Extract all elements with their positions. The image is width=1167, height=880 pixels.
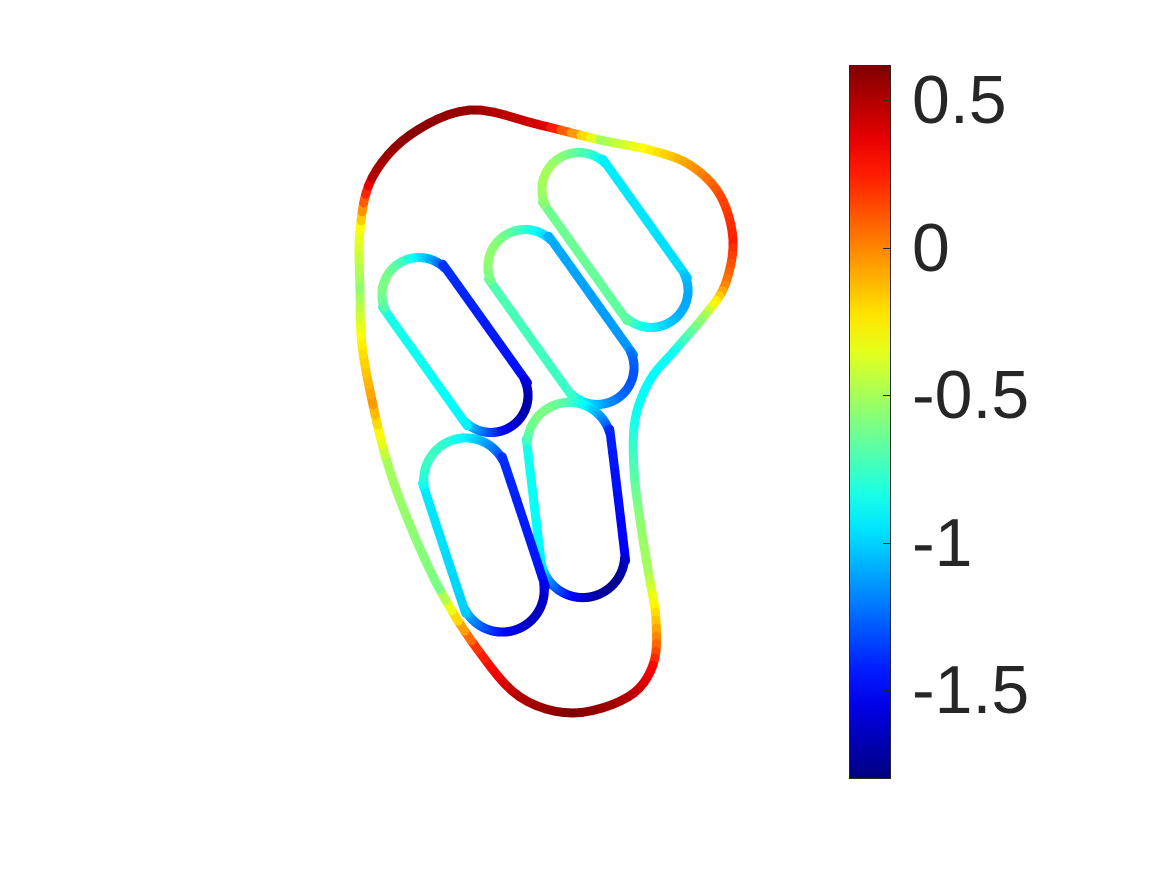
colorbar-tick-label: -0.5 bbox=[912, 361, 1029, 429]
curve-segment bbox=[459, 110, 470, 112]
inner-loop-curve bbox=[542, 153, 688, 328]
curve-segment bbox=[549, 211, 558, 223]
colorbar-tick-mark bbox=[883, 543, 891, 544]
colorbar-tick-label: 0.5 bbox=[912, 66, 1007, 134]
colorbar-tick-mark bbox=[883, 248, 891, 249]
colorbar-tick-mark bbox=[883, 100, 891, 101]
colorbar-tick-mark bbox=[883, 690, 891, 691]
colorbar-tick-mark bbox=[883, 395, 891, 396]
colorbar-tick-label: -1 bbox=[912, 509, 972, 577]
curve-segment bbox=[528, 449, 530, 463]
curve-segment bbox=[495, 288, 504, 300]
curve-segment bbox=[389, 316, 398, 328]
colorbar bbox=[849, 65, 891, 779]
colorbar-tick-label: 0 bbox=[912, 214, 950, 282]
colorbar-tick-label: -1.5 bbox=[912, 656, 1029, 724]
inner-loop-curve bbox=[382, 258, 528, 433]
curve-segment bbox=[426, 493, 430, 507]
inner-loop-curve bbox=[488, 230, 634, 405]
